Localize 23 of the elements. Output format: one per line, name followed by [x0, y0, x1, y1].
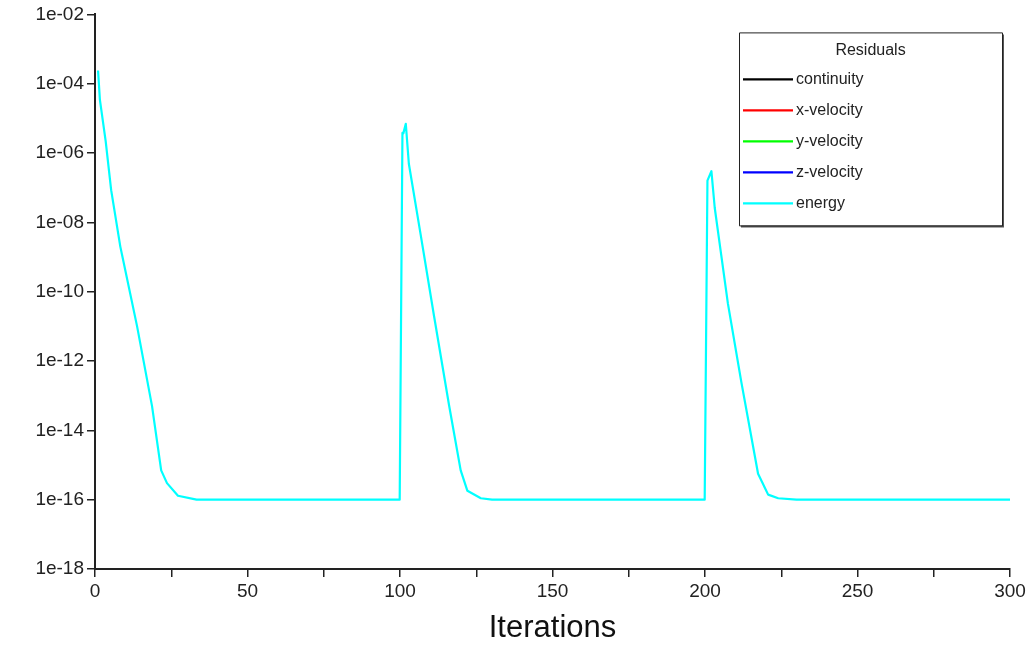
y-tick-label: 1e-12 [35, 349, 84, 371]
y-tick-label: 1e-16 [35, 487, 84, 509]
legend-label: z-velocity [796, 162, 863, 180]
x-axis-title: Iterations [488, 608, 617, 644]
legend-label: x-velocity [796, 100, 863, 118]
x-tick-label: 150 [536, 579, 569, 601]
legend-label: continuity [796, 69, 864, 87]
y-tick-label: 1e-08 [35, 210, 84, 232]
legend-title: Residuals [835, 40, 906, 58]
y-tick-label: 1e-18 [35, 557, 84, 579]
x-tick-label: 250 [841, 579, 874, 601]
x-tick-label: 300 [994, 579, 1026, 601]
legend-label: y-velocity [796, 131, 863, 149]
x-tick-label: 200 [689, 579, 721, 601]
y-tick-label: 1e-06 [35, 141, 84, 163]
y-tick-label: 1e-14 [35, 418, 85, 440]
y-tick-label: 1e-10 [35, 279, 84, 301]
x-tick-label: 100 [384, 579, 416, 601]
legend-label: energy [796, 193, 845, 211]
y-tick-label: 1e-04 [35, 71, 85, 93]
x-tick-label: 50 [236, 579, 259, 601]
x-tick-label: 0 [89, 579, 101, 601]
y-tick-label: 1e-02 [35, 2, 84, 24]
